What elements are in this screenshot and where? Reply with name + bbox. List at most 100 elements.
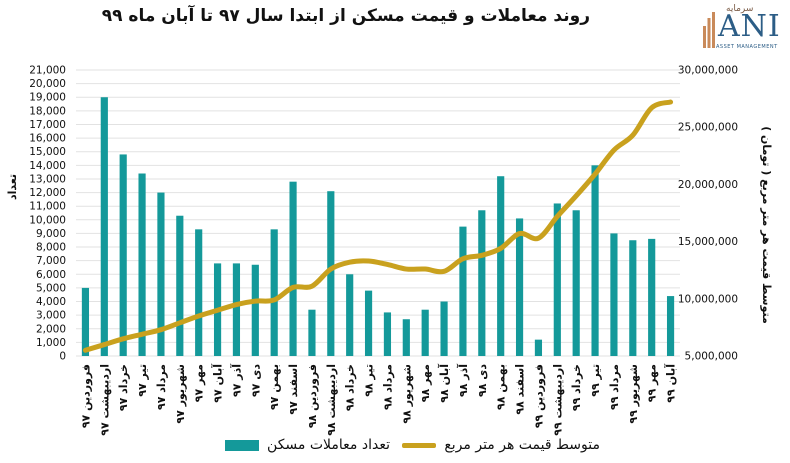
x-axis-labels: فروردین ۹۷ اردیبهشت ۹۷ خرداد ۹۷ تیر ۹۷ مرداد…	[79, 364, 677, 436]
y-left-tick-label: 3,000	[36, 310, 66, 322]
y-axis-right: 5,000,000 10,000,000 15,000,000 20,000,000 2…	[678, 65, 738, 363]
bar	[251, 264, 259, 356]
y-left-tick-label: 16,000	[29, 133, 66, 145]
bar	[81, 287, 90, 356]
x-tick-label: آذر ۹۸	[456, 364, 470, 397]
y-left-tick-label: 6,000	[36, 269, 66, 281]
x-tick-label: اسفند ۹۷	[287, 364, 300, 415]
x-tick-label: خرداد ۹۹	[570, 364, 583, 411]
x-tick-label: شهریور ۹۷	[174, 364, 187, 424]
x-tick-label: مهر ۹۹	[646, 364, 659, 402]
bar	[534, 339, 543, 356]
x-tick-label: اردیبهشت ۹۷	[98, 364, 111, 436]
y-right-tick-label: 25,000,000	[678, 122, 738, 134]
bar	[327, 191, 335, 356]
y-left-tick-label: 7,000	[36, 255, 66, 267]
bar	[497, 176, 505, 356]
x-tick-label: شهریور ۹۹	[627, 364, 640, 424]
bar	[402, 319, 410, 356]
y-left-tick-label: 17,000	[29, 119, 66, 131]
y-left-tick-label: 14,000	[29, 160, 66, 172]
chart-title: روند معاملات و قیمت مسکن از ابتدا سال ۹۷…	[101, 6, 590, 26]
bar	[440, 301, 448, 356]
logo-persian-text: سرمایه	[726, 4, 754, 14]
x-tick-label: بهمن ۹۸	[495, 364, 508, 410]
bar	[572, 210, 580, 356]
x-tick-label: آبان ۹۸	[437, 364, 451, 403]
bar	[195, 229, 203, 356]
bar	[629, 240, 637, 356]
x-tick-label: اردیبهشت ۹۹	[551, 364, 564, 436]
bar	[478, 210, 486, 356]
x-tick-label: تیر ۹۷	[136, 364, 149, 397]
x-tick-label: مهر ۹۸	[419, 364, 432, 402]
x-tick-label: آذر ۹۷	[229, 364, 243, 397]
x-tick-label: فروردین ۹۹	[532, 364, 545, 428]
y-left-tick-label: 1,000	[36, 337, 66, 349]
price-line	[82, 99, 674, 353]
y-right-tick-label: 10,000,000	[678, 293, 738, 305]
y-left-tick-label: 12,000	[29, 187, 66, 199]
y-left-tick-label: 10,000	[29, 214, 66, 226]
x-tick-label: مرداد ۹۹	[608, 364, 621, 410]
company-logo: سرمایه ANI ASSET MANAGEMENT	[700, 4, 786, 60]
bar	[100, 97, 108, 356]
x-tick-label: تیر ۹۸	[363, 364, 376, 397]
logo-mark-icon	[703, 12, 715, 48]
y-left-tick-label: 21,000	[29, 65, 66, 77]
legend-line-swatch	[402, 442, 437, 448]
legend: تعداد معاملات مسکن متوسط قیمت هر متر مرب…	[0, 437, 790, 457]
bar	[346, 274, 354, 356]
x-tick-label: فروردین ۹۸	[306, 364, 319, 428]
y-left-tick-label: 9,000	[36, 228, 66, 240]
bar	[364, 290, 373, 356]
x-tick-label: تیر ۹۹	[589, 364, 602, 397]
x-tick-label: دی ۹۷	[249, 364, 262, 397]
bar	[591, 165, 599, 356]
x-tick-label: مرداد ۹۷	[155, 364, 168, 410]
x-tick-label: فروردین ۹۷	[79, 364, 92, 428]
bar-series	[81, 97, 675, 356]
y-right-tick-label: 15,000,000	[678, 236, 738, 248]
y-left-tick-label: 11,000	[29, 201, 66, 213]
y-axis-right-label: متوسط قیمت هر متر مربع ( تومان )	[760, 126, 773, 324]
bar	[459, 226, 467, 356]
y-left-tick-label: 0	[59, 351, 66, 363]
logo-subtitle: ASSET MANAGEMENT	[716, 44, 778, 50]
bar	[232, 263, 241, 356]
bar	[610, 233, 618, 356]
x-tick-label: بهمن ۹۷	[268, 364, 281, 410]
line-series	[82, 99, 674, 353]
y-left-tick-label: 2,000	[36, 323, 66, 335]
logo-text: ANI	[718, 9, 781, 44]
bar	[308, 309, 316, 356]
y-left-tick-label: 13,000	[29, 173, 66, 185]
y-left-tick-label: 5,000	[36, 282, 66, 294]
y-right-tick-label: 20,000,000	[678, 179, 738, 191]
x-tick-label: خرداد ۹۸	[344, 364, 357, 411]
x-tick-label: اردیبهشت ۹۸	[325, 364, 338, 436]
y-left-tick-label: 19,000	[29, 92, 66, 104]
x-tick-label: مهر ۹۷	[193, 364, 206, 402]
bar	[176, 215, 184, 356]
bar	[157, 192, 165, 356]
x-tick-label: دی ۹۸	[476, 364, 489, 397]
bar	[515, 218, 524, 356]
bar	[383, 312, 392, 356]
bar	[289, 181, 297, 356]
y-left-tick-label: 15,000	[29, 146, 66, 158]
bar	[270, 229, 278, 356]
y-left-tick-label: 18,000	[29, 105, 66, 117]
bar	[138, 173, 146, 356]
x-tick-label: آبان ۹۹	[664, 364, 678, 403]
bar	[666, 296, 675, 356]
y-right-tick-label: 5,000,000	[685, 351, 738, 363]
bar	[119, 154, 127, 356]
x-tick-label: مرداد ۹۸	[381, 364, 394, 410]
gridlines	[76, 69, 680, 357]
x-tick-label: آبان ۹۷	[211, 364, 225, 403]
y-left-tick-label: 8,000	[36, 242, 66, 254]
bar	[648, 238, 656, 356]
